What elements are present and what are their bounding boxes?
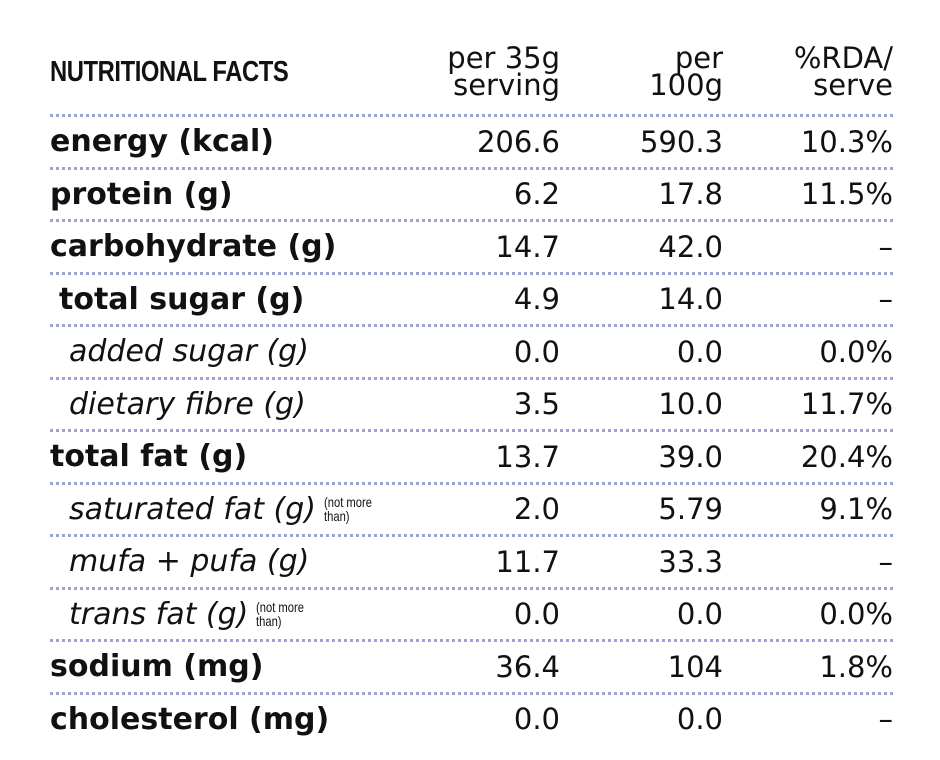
table-row: carbohydrate (g) 14.7 42.0 – xyxy=(50,222,893,275)
row-label: dietary fibre (g) xyxy=(69,386,306,422)
row-label: cholesterol (mg) xyxy=(50,701,330,737)
value-cell: 1.8% xyxy=(819,649,893,684)
row-label-cell: total sugar (g) xyxy=(50,282,430,317)
column-header: %RDA/serve xyxy=(723,41,893,102)
row-label: energy (kcal) xyxy=(50,124,275,160)
note-line: (not more xyxy=(324,494,372,511)
value-cell: 6.2 xyxy=(513,177,560,212)
value-cell: 0.0% xyxy=(819,334,893,369)
row-label-cell: energy (kcal) xyxy=(50,124,430,159)
row-label: total sugar (g) xyxy=(59,281,305,317)
header-line: serving xyxy=(453,68,560,102)
row-label-cell: sodium (mg) xyxy=(50,649,430,684)
value-cell: 590.3 xyxy=(639,124,723,159)
table-row: dietary fibre (g) 3.5 10.0 11.7% xyxy=(50,380,893,432)
value-cell: 3.5 xyxy=(513,387,560,422)
table-body: energy (kcal) 206.6 590.3 10.3% protein (g) 6… xyxy=(50,117,893,744)
table-row: saturated fat (g) (not more than) 2.0 5.79 9.… xyxy=(50,485,893,537)
value-cell: 0.0 xyxy=(513,702,560,737)
value-cell: 0.0 xyxy=(676,334,723,369)
row-note: (not more than) xyxy=(256,600,304,628)
nutrition-table: NUTRITIONAL FACTS per 35g serving per 100g… xyxy=(50,30,893,744)
value-cell: 10.0 xyxy=(658,387,723,422)
value-cell: – xyxy=(878,544,894,579)
value-cell: 0.0% xyxy=(819,597,893,632)
value-cell: 0.0 xyxy=(676,597,723,632)
table-row: total fat (g) 13.7 39.0 20.4% xyxy=(50,432,893,485)
table-row: mufa + pufa (g) 11.7 33.3 – xyxy=(50,537,893,590)
table-header: NUTRITIONAL FACTS per 35g serving per 100g… xyxy=(50,30,893,117)
note-line: than) xyxy=(324,508,350,525)
value-cell: 11.7 xyxy=(495,544,560,579)
column-header: per 100g xyxy=(560,41,723,102)
value-cell: 39.0 xyxy=(658,439,723,474)
table-row: energy (kcal) 206.6 590.3 10.3% xyxy=(50,117,893,170)
row-label-cell: mufa + pufa (g) xyxy=(50,544,430,579)
value-cell: 104 xyxy=(667,649,723,684)
row-label: added sugar (g) xyxy=(69,334,309,370)
value-cell: – xyxy=(878,702,894,737)
header-line: per xyxy=(674,41,723,75)
value-cell: 17.8 xyxy=(658,177,723,212)
note-line: (not more xyxy=(256,599,305,616)
row-label-cell: dietary fibre (g) xyxy=(50,387,430,422)
value-cell: 10.3% xyxy=(800,124,893,159)
value-cell: 9.1% xyxy=(819,492,893,527)
value-cell: 4.9 xyxy=(513,282,560,317)
note-line: than) xyxy=(256,613,282,630)
row-label: sodium (mg) xyxy=(50,649,264,685)
value-cell: – xyxy=(878,229,894,264)
value-cell: 36.4 xyxy=(495,649,560,684)
value-cell: 14.0 xyxy=(658,282,723,317)
row-label: trans fat (g) xyxy=(69,596,249,632)
value-cell: 5.79 xyxy=(658,492,723,527)
row-label: total fat (g) xyxy=(50,439,248,475)
table-row: added sugar (g) 0.0 0.0 0.0% xyxy=(50,327,893,380)
header-line: per 35g xyxy=(447,41,560,75)
value-cell: 42.0 xyxy=(658,229,723,264)
row-label-cell: cholesterol (mg) xyxy=(50,702,430,737)
value-cell: 0.0 xyxy=(676,702,723,737)
row-label: protein (g) xyxy=(50,176,233,212)
column-header: per 35g serving xyxy=(430,41,560,102)
value-cell: 14.7 xyxy=(495,229,560,264)
value-cell: 2.0 xyxy=(513,492,560,527)
table-row: cholesterol (mg) 0.0 0.0 – xyxy=(50,695,893,745)
value-cell: 11.5% xyxy=(800,177,893,212)
row-label-cell: saturated fat (g) (not more than) xyxy=(50,492,430,527)
table-row: trans fat (g) (not more than) 0.0 0.0 0.0% xyxy=(50,590,893,642)
value-cell: 33.3 xyxy=(658,544,723,579)
row-label-cell: added sugar (g) xyxy=(50,334,430,369)
value-cell: 0.0 xyxy=(513,597,560,632)
value-cell: 13.7 xyxy=(495,439,560,474)
value-cell: 206.6 xyxy=(476,124,560,159)
value-cell: 0.0 xyxy=(513,334,560,369)
table-row: sodium (mg) 36.4 104 1.8% xyxy=(50,642,893,695)
header-line: serve xyxy=(813,68,893,102)
value-cell: – xyxy=(878,282,894,317)
value-cell: 11.7% xyxy=(800,387,893,422)
header-line: %RDA/ xyxy=(793,41,893,75)
row-label: carbohydrate (g) xyxy=(50,229,337,265)
row-note: (not more than) xyxy=(324,495,372,523)
row-label-cell: protein (g) xyxy=(50,177,430,212)
row-label-cell: trans fat (g) (not more than) xyxy=(50,597,430,632)
row-label-cell: total fat (g) xyxy=(50,439,430,474)
table-title: NUTRITIONAL FACTS xyxy=(50,55,289,88)
header-line: 100g xyxy=(649,68,723,102)
row-label-cell: carbohydrate (g) xyxy=(50,229,430,264)
row-label: mufa + pufa (g) xyxy=(69,544,310,580)
table-row: protein (g) 6.2 17.8 11.5% xyxy=(50,170,893,222)
row-label: saturated fat (g) xyxy=(69,491,317,527)
table-row: total sugar (g) 4.9 14.0 – xyxy=(50,275,894,327)
value-cell: 20.4% xyxy=(800,439,893,474)
